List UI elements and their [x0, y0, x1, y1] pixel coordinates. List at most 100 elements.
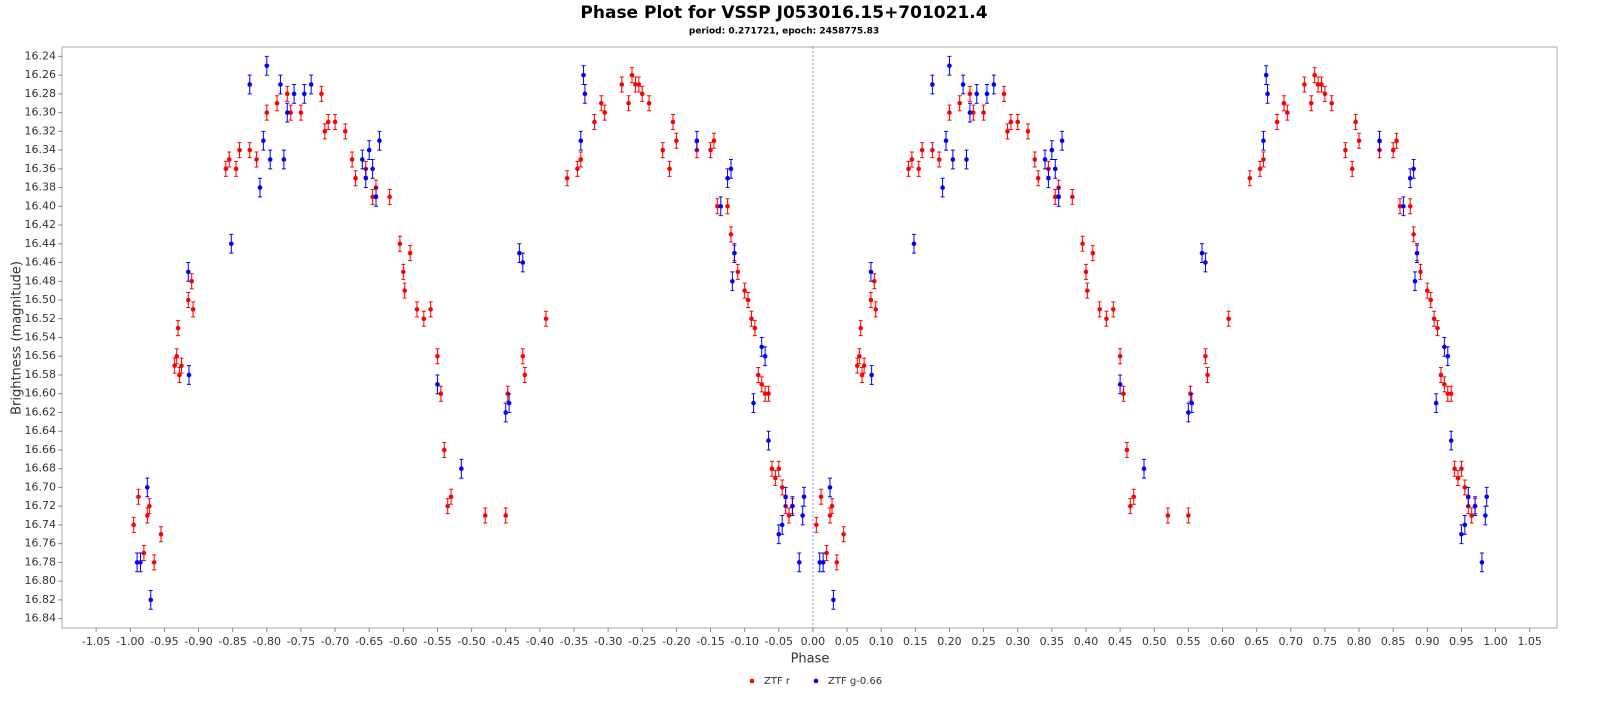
data-point: [786, 513, 792, 518]
data-point: [790, 503, 795, 509]
data-point: [1356, 138, 1362, 144]
data-point: [766, 438, 771, 443]
data-point: [578, 157, 584, 162]
y-tick-label: 16.52: [25, 312, 57, 325]
x-tick-label: -0.20: [662, 635, 690, 648]
data-point: [138, 560, 143, 565]
data-point: [257, 185, 263, 190]
data-point: [1274, 119, 1280, 125]
data-point: [174, 353, 179, 359]
data-point: [402, 288, 407, 293]
data-point: [872, 278, 877, 284]
data-point: [660, 147, 666, 153]
data-point: [1035, 175, 1041, 181]
data-point: [981, 110, 986, 115]
x-tick-label: -0.10: [730, 635, 758, 648]
x-tick-label: -0.50: [457, 635, 485, 648]
data-point: [626, 100, 631, 106]
x-tick-label: -0.60: [389, 635, 417, 648]
y-tick-label: 16.54: [25, 331, 57, 344]
data-point: [1302, 82, 1307, 87]
data-point: [1390, 147, 1396, 153]
legend-label: ZTF r: [764, 676, 791, 687]
data-point: [796, 560, 802, 565]
x-tick-label: 0.80: [1347, 635, 1372, 648]
data-point: [1472, 503, 1478, 509]
y-tick-label: 16.30: [25, 106, 57, 119]
data-point: [237, 147, 242, 153]
data-point: [349, 157, 355, 162]
data-point: [633, 82, 638, 87]
data-point: [322, 129, 328, 134]
data-point: [751, 400, 756, 406]
y-tick-label: 16.70: [25, 480, 57, 493]
data-point: [136, 494, 141, 500]
data-point: [1117, 353, 1123, 359]
data-point: [482, 513, 488, 518]
data-point: [728, 166, 734, 172]
data-point: [629, 72, 635, 78]
data-point: [325, 119, 331, 125]
data-point: [438, 391, 444, 397]
data-point: [950, 157, 956, 162]
data-point: [1005, 129, 1010, 134]
data-point: [670, 119, 676, 125]
data-point: [1394, 138, 1399, 144]
data-point: [592, 119, 597, 125]
data-point: [261, 138, 266, 144]
data-point: [1459, 531, 1464, 537]
x-tick-label: 0.95: [1449, 635, 1474, 648]
data-point: [1418, 269, 1423, 275]
data-point: [940, 185, 945, 190]
chart-title: Phase Plot for VSSP J053016.15+701021.4: [580, 3, 987, 23]
data-point: [1001, 91, 1007, 97]
data-point: [1121, 391, 1126, 397]
data-point: [728, 232, 734, 237]
data-point: [185, 297, 191, 303]
data-point: [769, 466, 775, 471]
data-point: [776, 466, 782, 471]
data-point: [190, 307, 196, 312]
data-point: [930, 147, 935, 153]
data-point: [520, 260, 526, 265]
data-point: [1343, 147, 1348, 153]
data-point: [1025, 129, 1031, 134]
data-point: [1407, 175, 1413, 181]
data-point: [401, 269, 406, 275]
data-point: [1484, 494, 1489, 500]
data-point: [189, 278, 195, 284]
data-point: [332, 119, 338, 125]
data-point: [1052, 194, 1058, 200]
x-tick-label: -0.55: [423, 635, 451, 648]
data-point: [873, 307, 879, 312]
y-tick-label: 16.40: [25, 199, 57, 212]
x-tick-label: -0.25: [628, 635, 656, 648]
y-tick-label: 16.24: [25, 49, 57, 62]
data-point: [829, 503, 835, 509]
data-point: [911, 241, 917, 247]
data-point: [366, 147, 372, 153]
data-point: [854, 363, 860, 368]
data-point: [1226, 316, 1231, 322]
data-point: [1247, 175, 1253, 181]
data-point: [1483, 513, 1488, 518]
data-point: [247, 147, 253, 153]
data-point: [1131, 494, 1137, 500]
data-point: [1315, 82, 1321, 87]
data-point: [818, 494, 824, 500]
data-point: [441, 447, 447, 453]
data-point: [131, 522, 136, 528]
data-point: [859, 372, 865, 378]
data-point: [284, 91, 290, 97]
data-point: [1203, 260, 1208, 265]
data-point: [233, 166, 239, 172]
data-point: [936, 157, 942, 162]
x-tick-label: -0.80: [253, 635, 281, 648]
data-point: [800, 513, 805, 518]
data-point: [147, 503, 152, 509]
x-tick-label: 0.00: [801, 635, 826, 648]
y-tick-label: 16.76: [25, 537, 57, 550]
data-point: [1448, 391, 1454, 397]
data-point: [960, 82, 966, 87]
